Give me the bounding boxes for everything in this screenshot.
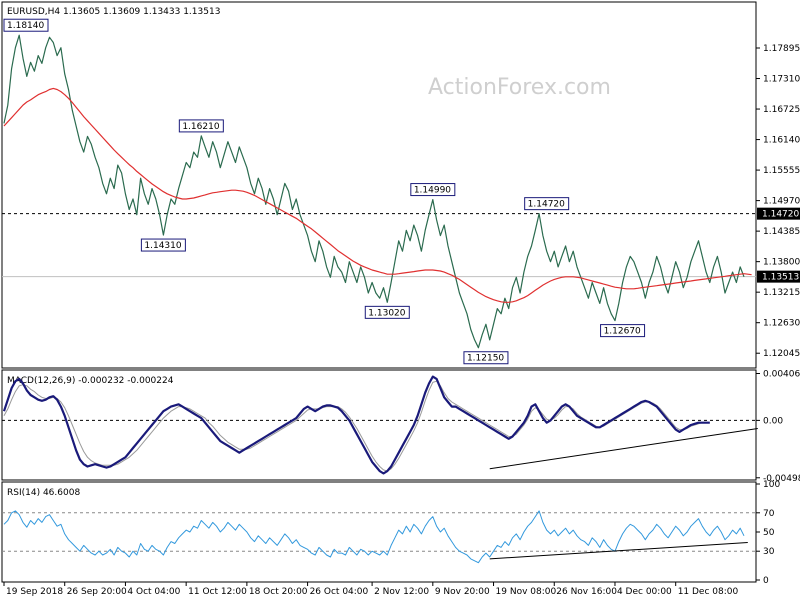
level-annotation-label: 1.12150 <box>467 354 504 364</box>
price-tick-label: 1.16140 <box>763 136 800 146</box>
level-annotation-box <box>140 238 186 252</box>
price-panel-frame <box>1 1 757 369</box>
price-tick-label: 1.14970 <box>763 197 800 207</box>
reference-label-bg <box>757 270 800 283</box>
x-axis: 19 Sep 2018 26 Sep 20:00 4 Oct 04:00 11 Oct… <box>3 582 739 597</box>
x-tick-label: 26 Nov 16:00 <box>556 587 617 597</box>
reference-label: 1.13513 <box>762 273 799 283</box>
rsi-series-line <box>3 510 745 564</box>
x-tick-label: 9 Nov 20:00 <box>435 587 490 597</box>
price-axis: 1.17895 1.17310 1.16725 1.16140 1.15555 1.149… <box>756 44 800 359</box>
x-tick-label: 18 Oct 20:00 <box>249 587 308 597</box>
reference-label: 1.14720 <box>762 210 799 220</box>
rsi-trendline <box>489 542 748 560</box>
rsi-panel-frame <box>1 481 757 583</box>
level-annotation-box <box>463 351 509 365</box>
watermark-text: ActionForex.com <box>428 75 611 100</box>
x-tick-label: 11 Oct 12:00 <box>188 587 247 597</box>
reference-label-bg <box>757 207 800 220</box>
macd-tick-label: 0.004069 <box>763 370 800 380</box>
level-annotation-label: 1.14720 <box>528 200 565 210</box>
x-tick-label: 11 Dec 08:00 <box>678 587 739 597</box>
level-annotation-box <box>524 197 570 211</box>
level-annotation-box <box>364 305 410 319</box>
macd-tick-label: 0.00 <box>763 416 783 426</box>
level-annotation-box <box>410 183 456 197</box>
rsi-axis: 100 70 50 30 0 <box>756 480 780 586</box>
level-annotation-label: 1.13020 <box>368 308 405 318</box>
macd-trendline <box>489 427 758 470</box>
price-tick-label: 1.17895 <box>763 44 800 54</box>
macd-panel-title: MACD(12,26,9) -0.000232 -0.000224 <box>7 376 174 386</box>
rsi-tick-label: 30 <box>763 547 775 557</box>
price-tick-label: 1.12630 <box>763 319 800 329</box>
price-tick-label: 1.14385 <box>763 227 800 237</box>
level-annotation-box <box>178 119 224 133</box>
x-tick-label: 26 Sep 20:00 <box>67 587 127 597</box>
price-tick-label: 1.13800 <box>763 258 800 268</box>
price-tick-label: 1.12045 <box>763 349 800 359</box>
macd-tick-label: -0.004981 <box>763 474 800 484</box>
x-tick-label: 4 Dec 00:00 <box>617 587 672 597</box>
macd-panel-frame <box>1 369 757 481</box>
annotation-layer: 1.18140 1.16210 1.14310 1.14990 1.13020 1.121… <box>3 18 646 365</box>
x-tick-label: 19 Nov 08:00 <box>496 587 557 597</box>
price-tick-label: 1.15555 <box>763 166 800 176</box>
level-annotation-box <box>3 18 49 32</box>
rsi-panel-title: RSI(14) 46.6008 <box>7 488 80 498</box>
rsi-tick-label: 50 <box>763 528 775 538</box>
x-tick-label: 2 Nov 12:00 <box>374 587 429 597</box>
x-tick-label: 4 Oct 04:00 <box>127 587 180 597</box>
ma-series-line <box>3 87 752 303</box>
price-tick-label: 1.17310 <box>763 75 800 85</box>
price-series-line <box>3 34 745 349</box>
series-layer <box>2 34 758 564</box>
price-tick-label: 1.16725 <box>763 105 800 115</box>
macd-signal-line <box>3 380 710 472</box>
level-annotation-box <box>600 324 646 338</box>
rsi-tick-label: 0 <box>763 576 769 586</box>
level-annotation-label: 1.16210 <box>182 122 219 132</box>
level-annotation-label: 1.14990 <box>414 186 451 196</box>
level-annotation-label: 1.12670 <box>604 327 641 337</box>
price-panel-title: EURUSD,H4 1.13605 1.13609 1.13433 1.1351… <box>7 7 220 17</box>
macd-main-line <box>2 375 710 475</box>
price-tick-label: 1.13215 <box>763 288 800 298</box>
rsi-tick-label: 100 <box>763 480 780 490</box>
x-tick-label: 19 Sep 2018 <box>6 587 63 597</box>
rsi-tick-label: 70 <box>763 509 775 519</box>
level-annotation-label: 1.14310 <box>144 241 181 251</box>
level-annotation-label: 1.18140 <box>7 21 44 31</box>
macd-axis: 0.004069 0.00 -0.004981 <box>756 370 800 484</box>
x-tick-label: 26 Oct 04:00 <box>310 587 369 597</box>
